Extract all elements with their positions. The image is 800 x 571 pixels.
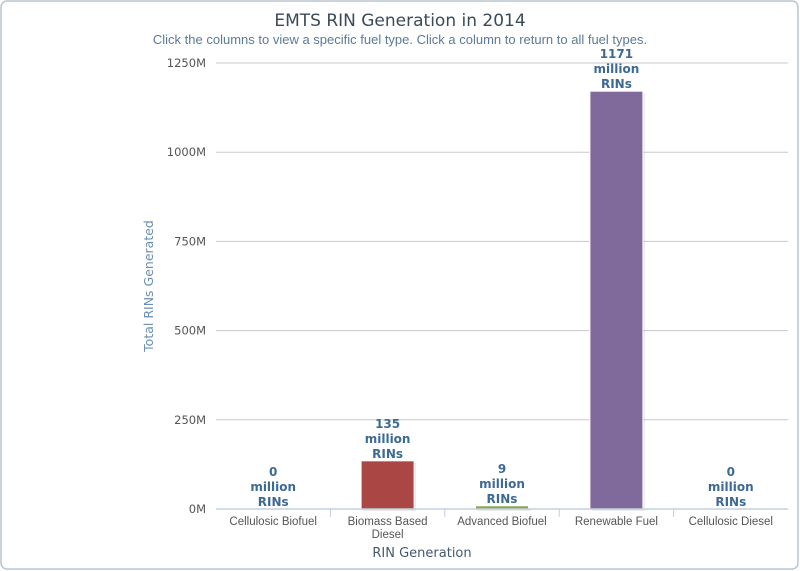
y-tick-label: 750M (174, 234, 206, 248)
y-tick-label: 250M (174, 413, 206, 427)
y-tick-label: 1250M (167, 56, 206, 70)
data-label: 135 (375, 417, 400, 431)
data-label: 1171 (600, 47, 633, 61)
data-label: million (594, 62, 640, 76)
data-label: RINs (601, 77, 632, 91)
data-label: 0 (727, 465, 735, 479)
x-tick-label: Renewable Fuel (575, 516, 658, 528)
data-label: million (365, 432, 411, 446)
chart-title: EMTS RIN Generation in 2014 (274, 11, 525, 31)
x-tick-label: Biomass Based Diesel (348, 516, 428, 541)
x-axis-ticks: Cellulosic Biofuel Biomass Based Diesel Adv… (216, 508, 788, 541)
x-tick-label: Advanced Biofuel (457, 516, 547, 528)
x-axis-title: RIN Generation (372, 546, 471, 561)
data-label: million (250, 480, 296, 494)
y-axis-title: Total RINs Generated (141, 220, 156, 353)
data-labels: 0millionRINs135millionRINs9millionRINs11… (250, 47, 753, 509)
bars (360, 90, 645, 512)
data-label: 0 (269, 465, 277, 479)
data-label: million (479, 477, 525, 491)
data-label: 9 (498, 462, 506, 476)
y-axis-ticks: 0M 250M 500M 750M 1000M 1250M (167, 56, 206, 516)
y-tick-label: 1000M (167, 145, 206, 159)
bar[interactable] (589, 90, 644, 510)
data-label: RINs (487, 492, 518, 506)
data-label: million (708, 480, 754, 494)
data-label: RINs (258, 495, 289, 509)
y-tick-label: 0M (189, 502, 206, 516)
y-tick-label: 500M (174, 324, 206, 338)
bar[interactable] (360, 460, 415, 510)
data-label: RINs (715, 495, 746, 509)
data-label: RINs (372, 447, 403, 461)
x-tick-label: Cellulosic Biofuel (229, 516, 317, 528)
chart-subtitle: Click the columns to view a specific fue… (153, 32, 647, 47)
x-tick-label: Cellulosic Diesel (689, 516, 773, 528)
